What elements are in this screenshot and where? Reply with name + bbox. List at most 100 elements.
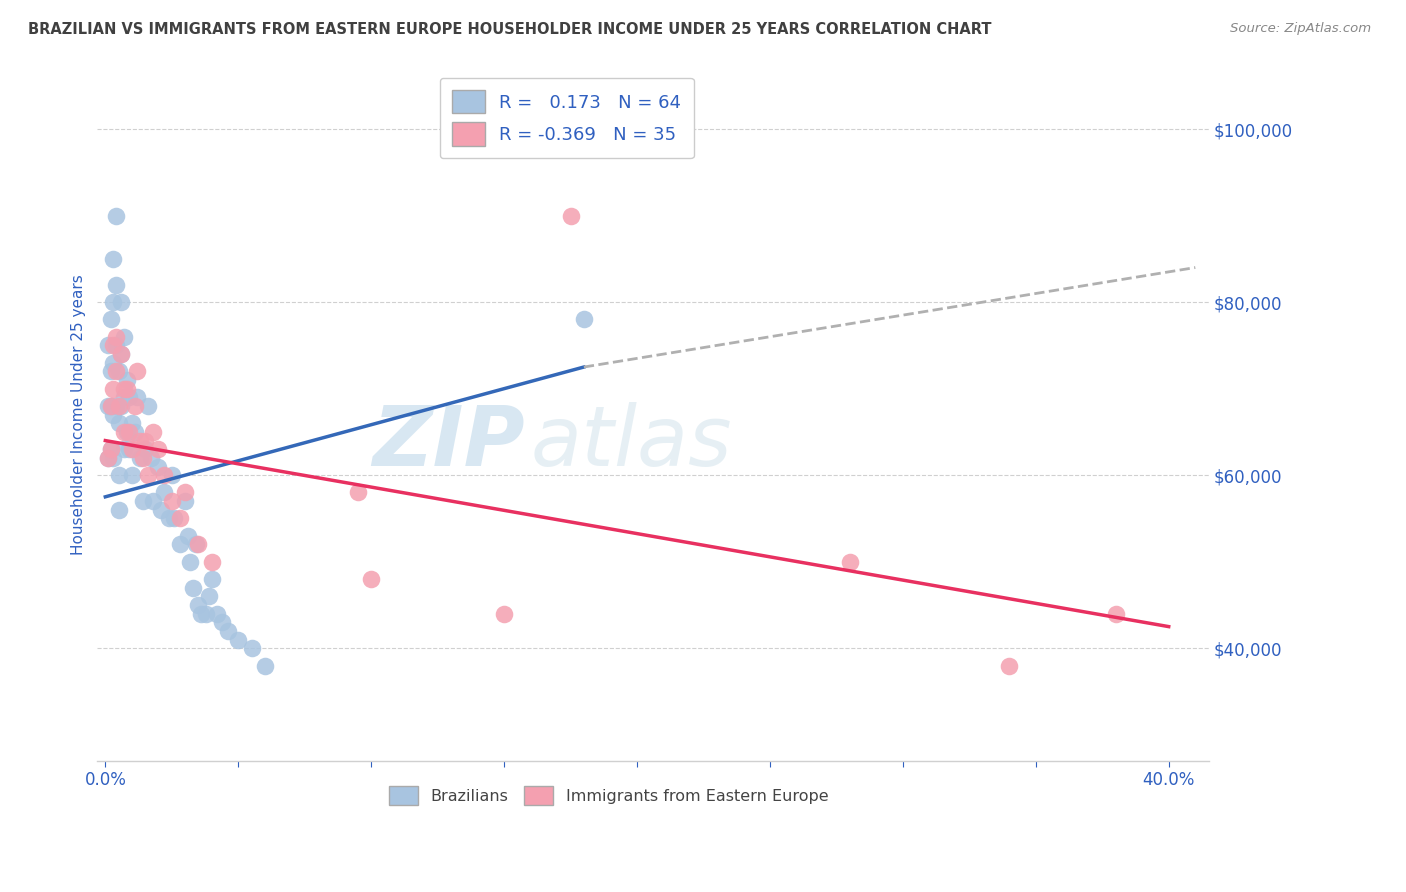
Point [226, 632, 249, 647]
Point [121, 417, 143, 431]
Text: BRAZILIAN VS IMMIGRANTS FROM EASTERN EUROPE HOUSEHOLDER INCOME UNDER 25 YEARS CO: BRAZILIAN VS IMMIGRANTS FROM EASTERN EUR… [28, 22, 991, 37]
Point [198, 590, 221, 604]
Point [103, 382, 125, 396]
Point [201, 572, 224, 586]
Point [112, 442, 135, 457]
Point [100, 442, 122, 457]
Point [153, 468, 176, 483]
Point [560, 209, 582, 223]
Point [118, 442, 141, 457]
Point [177, 529, 200, 543]
Point [100, 312, 122, 326]
Point [97, 399, 120, 413]
Point [134, 442, 156, 457]
Point [124, 425, 146, 439]
Point [1104, 607, 1126, 621]
Point [127, 364, 149, 378]
Point [169, 511, 191, 525]
Point [163, 511, 186, 525]
Point [110, 347, 132, 361]
Point [572, 312, 595, 326]
Point [127, 390, 149, 404]
Point [97, 338, 120, 352]
Point [115, 373, 138, 387]
Text: ZIP: ZIP [373, 401, 526, 483]
Point [139, 450, 162, 465]
Point [187, 537, 209, 551]
Point [103, 450, 125, 465]
Point [174, 485, 197, 500]
Point [110, 399, 132, 413]
Point [360, 572, 382, 586]
Point [112, 382, 135, 396]
Point [157, 511, 180, 525]
Point [103, 252, 125, 266]
Point [124, 399, 146, 413]
Text: atlas: atlas [530, 401, 733, 483]
Point [121, 468, 143, 483]
Point [107, 417, 129, 431]
Point [181, 581, 204, 595]
Point [115, 425, 138, 439]
Point [104, 338, 127, 352]
Y-axis label: Householder Income Under 25 years: Householder Income Under 25 years [72, 274, 86, 555]
Point [121, 442, 143, 457]
Point [107, 399, 129, 413]
Point [201, 555, 224, 569]
Point [103, 356, 125, 370]
Point [107, 364, 129, 378]
Point [205, 607, 228, 621]
Point [998, 658, 1021, 673]
Point [104, 209, 127, 223]
Point [104, 330, 127, 344]
Point [100, 442, 122, 457]
Legend: Brazilians, Immigrants from Eastern Europe: Brazilians, Immigrants from Eastern Euro… [380, 776, 838, 815]
Point [347, 485, 370, 500]
Point [103, 295, 125, 310]
Point [110, 347, 132, 361]
Point [131, 494, 153, 508]
Point [107, 503, 129, 517]
Text: Source: ZipAtlas.com: Source: ZipAtlas.com [1230, 22, 1371, 36]
Point [184, 537, 207, 551]
Point [174, 494, 197, 508]
Point [104, 399, 127, 413]
Point [195, 607, 218, 621]
Point [112, 330, 135, 344]
Point [103, 408, 125, 422]
Point [169, 537, 191, 551]
Point [97, 450, 120, 465]
Point [253, 658, 276, 673]
Point [179, 555, 201, 569]
Point [100, 364, 122, 378]
Point [100, 399, 122, 413]
Point [142, 425, 165, 439]
Point [118, 390, 141, 404]
Point [136, 468, 159, 483]
Point [494, 607, 516, 621]
Point [150, 503, 173, 517]
Point [128, 450, 150, 465]
Point [211, 615, 233, 630]
Point [107, 468, 129, 483]
Point [112, 390, 135, 404]
Point [115, 382, 138, 396]
Point [131, 450, 153, 465]
Point [190, 607, 212, 621]
Point [240, 641, 263, 656]
Point [160, 468, 183, 483]
Point [153, 485, 176, 500]
Point [160, 494, 183, 508]
Point [100, 399, 122, 413]
Point [187, 598, 209, 612]
Point [103, 338, 125, 352]
Point [838, 555, 860, 569]
Point [148, 459, 170, 474]
Point [118, 425, 141, 439]
Point [217, 624, 239, 638]
Point [104, 364, 127, 378]
Point [136, 399, 159, 413]
Point [104, 277, 127, 292]
Point [134, 434, 156, 448]
Point [142, 494, 165, 508]
